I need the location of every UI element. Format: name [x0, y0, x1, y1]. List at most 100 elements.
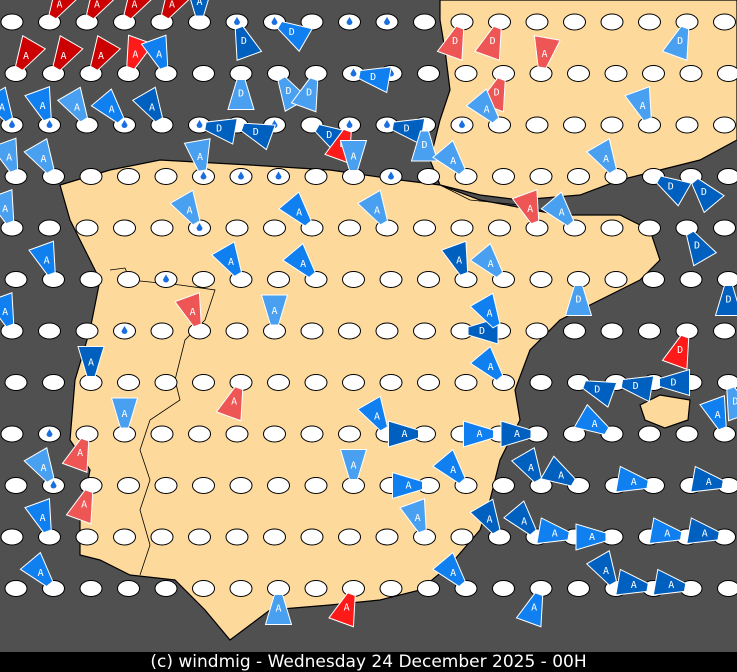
station-marker: [417, 168, 440, 185]
station-marker: [4, 477, 28, 494]
station-marker: [713, 219, 736, 237]
wind-arrow-shape: [440, 240, 469, 276]
wind-arrow-a-icon: A: [110, 397, 139, 429]
station-marker: [413, 322, 436, 340]
wind-arrow-a-icon: A: [215, 386, 244, 422]
wind-arrow-shape: [540, 191, 575, 227]
station-marker: [267, 271, 290, 288]
wind-arrow-shape: [500, 420, 532, 448]
station-marker: [79, 168, 103, 185]
wind-arrow-a-icon: A: [0, 189, 15, 225]
wind-arrow-d-icon: D: [240, 122, 276, 151]
wind-arrow-label: A: [23, 51, 29, 62]
station-marker: [675, 322, 699, 340]
wind-arrow-label: A: [521, 517, 527, 528]
wind-arrow-label: D: [421, 140, 427, 151]
station-marker: [713, 116, 736, 134]
station-marker: [567, 168, 590, 185]
rain-drop-icon: [459, 120, 465, 128]
wind-arrow-label: D: [285, 86, 291, 97]
wind-arrow-a-icon: A: [19, 551, 54, 588]
wind-arrow-shape: [585, 550, 618, 586]
wind-arrow-a-icon: A: [0, 86, 14, 123]
station-marker: [0, 528, 24, 546]
wind-arrow-label: D: [241, 36, 247, 47]
station-marker: [567, 580, 590, 597]
wind-arrow-shape: [290, 77, 319, 113]
wind-arrow-label: A: [541, 49, 547, 60]
wind-arrow-a-icon: A: [131, 86, 164, 123]
wind-arrow-d-icon: D: [234, 25, 263, 61]
wind-arrow-a-icon: A: [469, 498, 501, 535]
wind-arrow-shape: [260, 294, 289, 326]
wind-arrow-a-icon: A: [356, 189, 389, 226]
wind-arrow-a-icon: A: [174, 292, 202, 328]
wind-arrow-label: A: [186, 206, 192, 217]
wind-arrow-label: A: [558, 471, 564, 482]
station-marker: [525, 322, 549, 340]
station-marker: [4, 374, 28, 391]
wind-arrow-a-icon: A: [515, 592, 544, 628]
wind-arrow-label: A: [589, 532, 595, 543]
station-marker: [600, 13, 624, 31]
wind-arrow-shape: [24, 86, 52, 122]
station-marker: [338, 322, 361, 340]
rain-drop-icon: [121, 326, 128, 334]
wind-arrow-label: A: [196, 0, 202, 8]
wind-arrow-a-icon: A: [183, 138, 211, 172]
station-marker: [488, 219, 511, 237]
map-canvas: A A A A A D D D D D A A A A A D D D D D A A A A A A D D D D D D A A A A A A A A…: [0, 0, 737, 641]
wind-arrow-shape: [0, 86, 14, 123]
wind-arrow-a-icon: A: [585, 550, 618, 586]
station-marker: [154, 168, 178, 185]
wind-arrow-label: A: [77, 448, 83, 459]
wind-arrow-label: A: [40, 513, 46, 524]
station-marker: [154, 374, 178, 391]
station-marker: [338, 425, 361, 443]
wind-arrow-shape: [620, 375, 655, 403]
wind-arrow-shape: [690, 465, 724, 493]
wind-arrow-d-icon: D: [620, 375, 655, 403]
wind-arrow-shape: [110, 397, 139, 429]
wind-arrow-shape: [564, 285, 593, 316]
station-marker: [375, 322, 399, 340]
wind-arrow-shape: [65, 489, 94, 525]
wind-arrow-label: A: [94, 0, 100, 11]
station-marker: [117, 374, 140, 391]
station-marker: [263, 425, 286, 443]
wind-arrow-shape: [436, 25, 465, 61]
wind-arrow-a-icon: A: [533, 35, 561, 69]
wind-arrow-a-icon: A: [432, 448, 466, 485]
station-marker: [563, 13, 586, 31]
station-marker: [267, 374, 290, 391]
wind-arrow-label: D: [677, 345, 683, 356]
wind-arrow-shape: [536, 517, 570, 545]
wind-arrow-d-icon: D: [474, 25, 502, 61]
station-marker: [600, 322, 624, 340]
rain-drop-icon: [46, 120, 53, 128]
station-marker: [304, 477, 328, 494]
wind-arrow-shape: [410, 130, 439, 162]
wind-arrow-a-icon: A: [510, 447, 543, 483]
station-marker: [529, 271, 553, 288]
wind-arrow-a-icon: A: [210, 241, 243, 277]
wind-arrow-label: A: [149, 103, 155, 114]
wind-arrow-shape: [686, 517, 720, 545]
rain-drop-icon: [200, 171, 207, 180]
wind-arrow-label: D: [490, 36, 496, 47]
wind-arrow-label: D: [253, 127, 259, 138]
station-marker: [600, 219, 624, 237]
wind-arrow-label: A: [528, 463, 534, 474]
wind-arrow-a-icon: A: [339, 449, 368, 480]
station-marker: [229, 374, 253, 391]
station-marker: [375, 528, 399, 546]
wind-arrow-label: A: [121, 409, 127, 420]
station-marker: [638, 116, 661, 134]
wind-arrow-label: A: [169, 0, 175, 11]
wind-arrow-a-icon: A: [56, 86, 89, 123]
wind-arrow-shape: [52, 35, 84, 71]
station-marker: [525, 116, 549, 134]
wind-arrow-a-icon: A: [264, 594, 293, 625]
station-marker: [717, 168, 737, 185]
